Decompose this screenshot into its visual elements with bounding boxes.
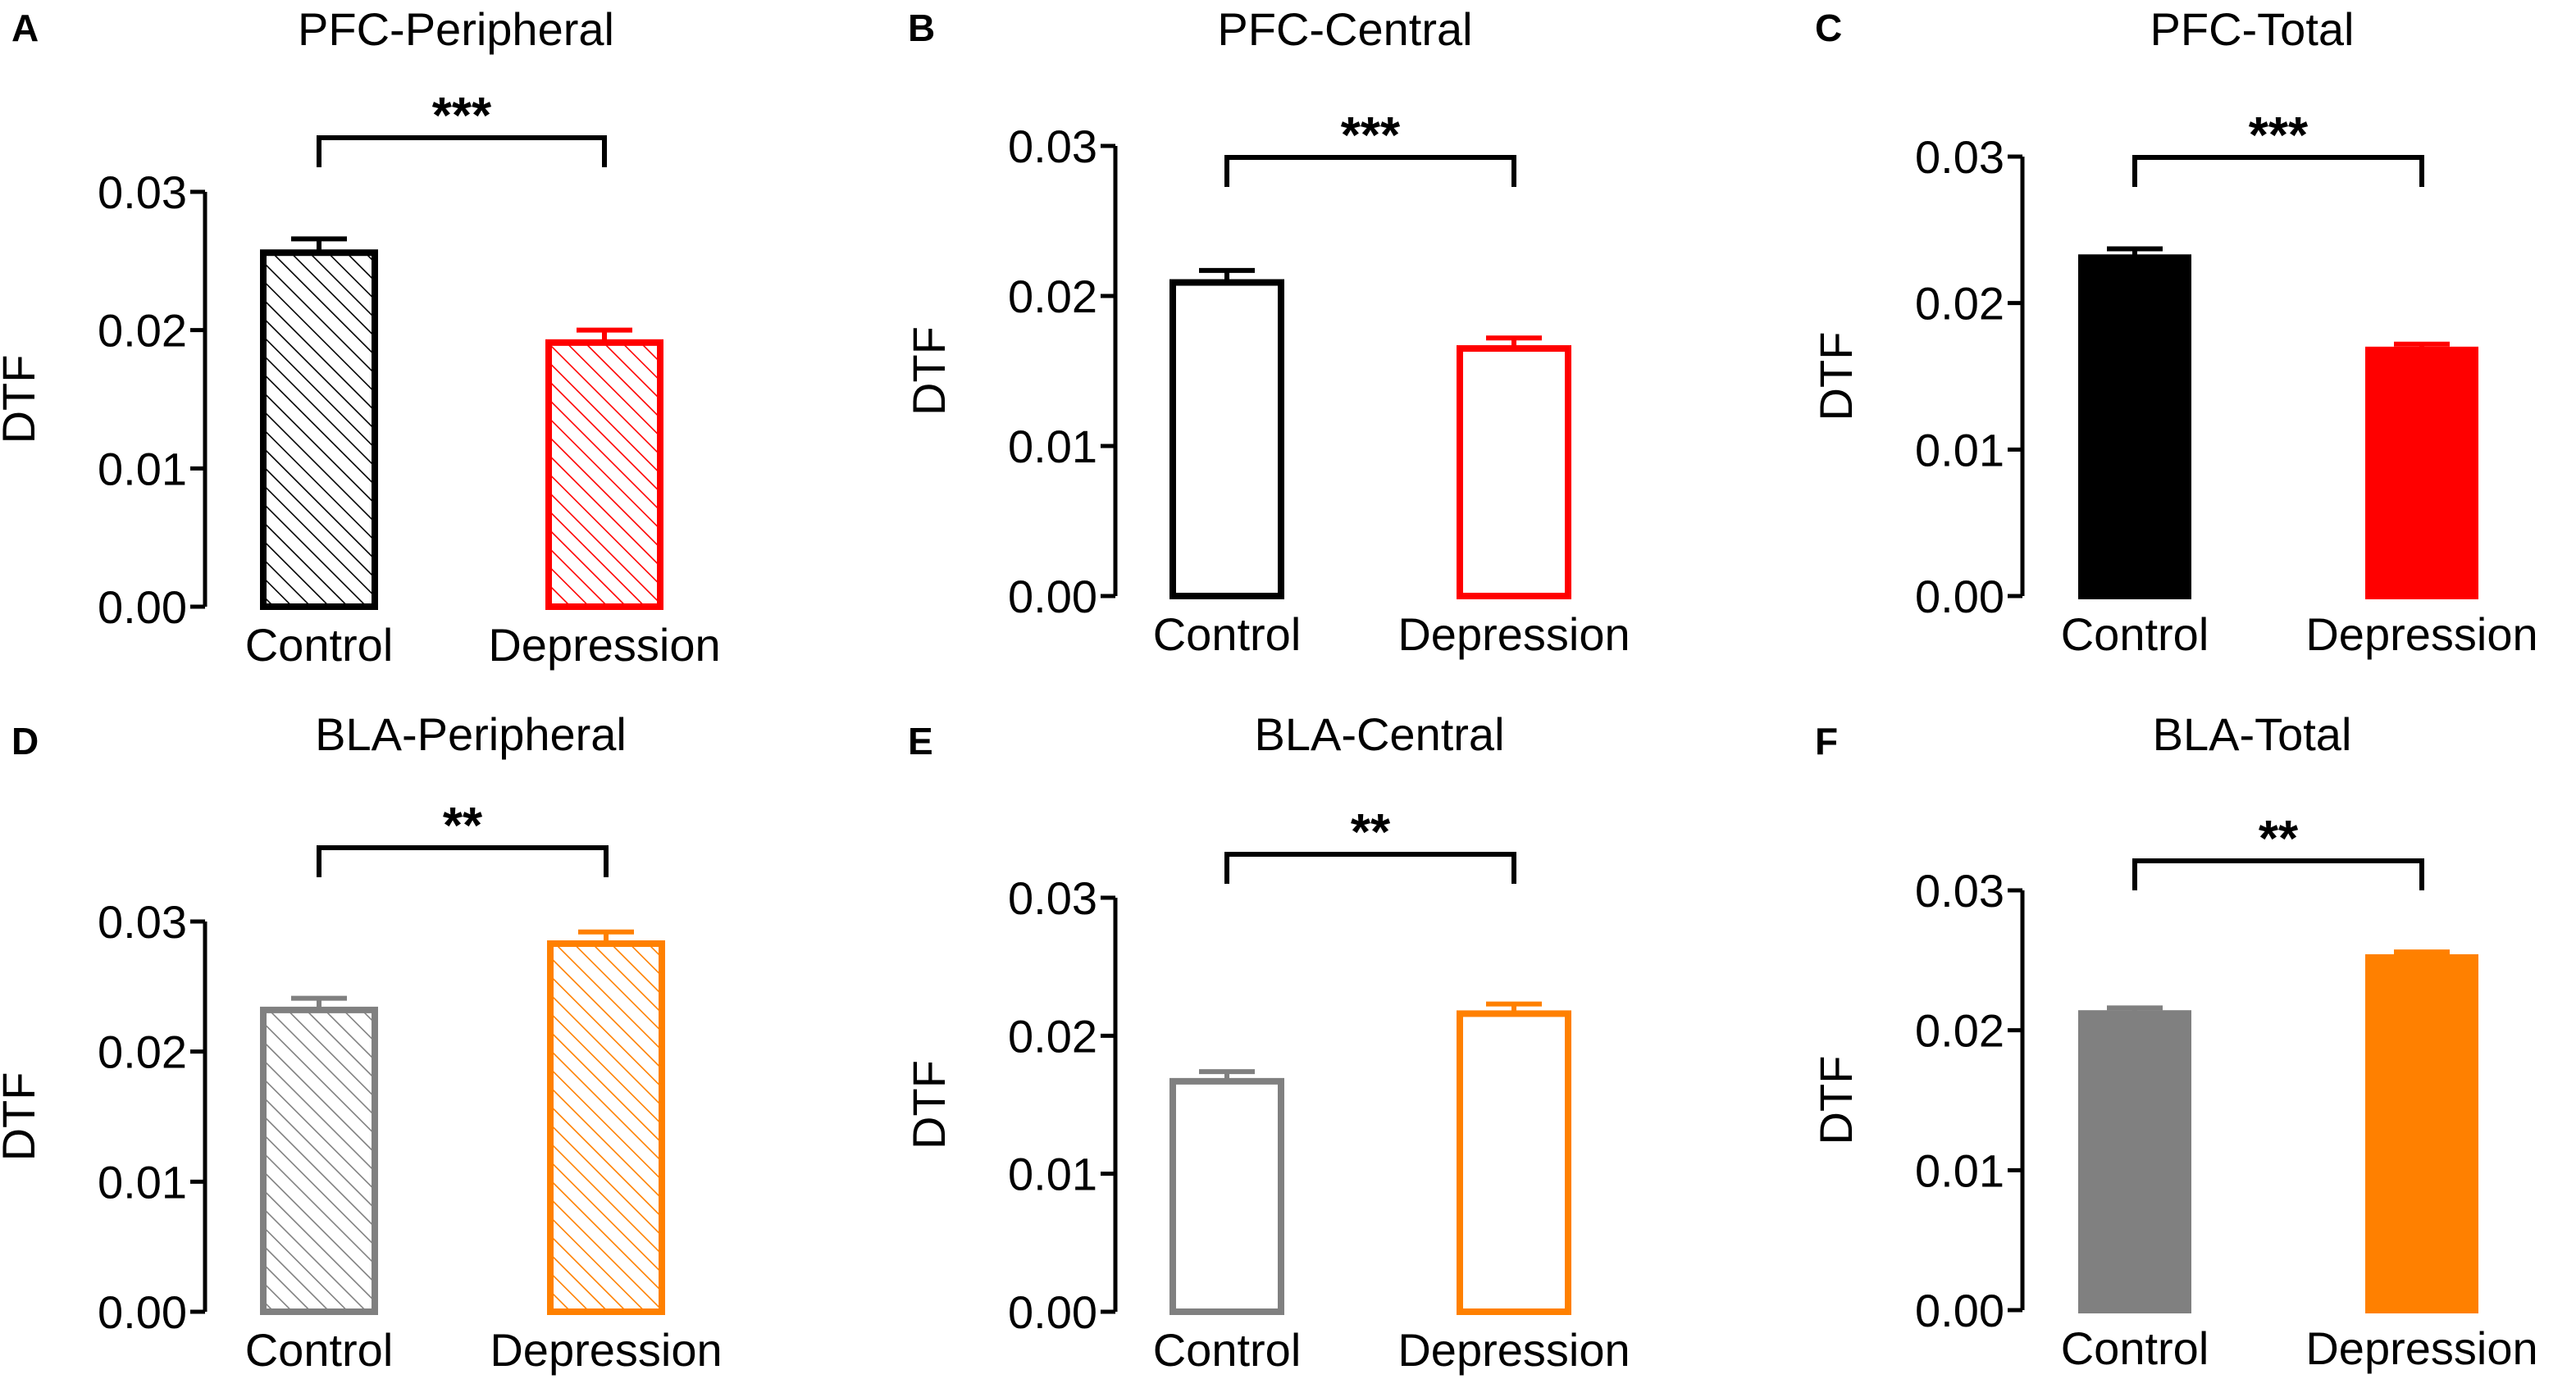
significance-stars: **	[443, 798, 483, 854]
x-tick-label: Control	[2061, 608, 2209, 660]
x-tick-label: Depression	[490, 1324, 722, 1376]
y-tick-label: 0.03	[1008, 121, 1097, 172]
x-tick-label: Control	[245, 1324, 394, 1376]
x-tick-label: Depression	[488, 619, 720, 671]
y-tick-label: 0.00	[1915, 1285, 2004, 1336]
chart-title: PFC-Total	[2150, 3, 2355, 55]
significance-stars: **	[2259, 811, 2299, 867]
y-axis-title: DTF	[0, 1072, 44, 1162]
y-tick-label: 0.02	[1008, 1010, 1097, 1062]
y-tick-label: 0.02	[1915, 278, 2004, 330]
y-tick-label: 0.02	[98, 305, 187, 357]
y-tick-label: 0.00	[1008, 571, 1097, 622]
bar-depression	[547, 940, 665, 1316]
panel-letter: B	[908, 7, 935, 49]
significance-bracket	[1224, 852, 1516, 884]
chart-title: BLA-Central	[1254, 708, 1504, 760]
x-tick-label: Depression	[1397, 1324, 1630, 1376]
panel-a: A PFC-Peripheral 0.00 0.01 0.02 0.03 DTF Contro…	[0, 3, 721, 671]
y-tick-label: 0.01	[1008, 421, 1097, 472]
chart-title: BLA-Total	[2153, 708, 2352, 760]
y-tick-label: 0.03	[1915, 131, 2004, 183]
panel-letter: E	[908, 720, 933, 762]
chart-title: PFC-Central	[1217, 3, 1472, 55]
bar-control	[260, 249, 378, 610]
significance-bracket	[2132, 155, 2424, 187]
x-tick-label: Control	[245, 619, 394, 671]
bar-control	[260, 1006, 378, 1315]
panel-letter: F	[1815, 720, 1838, 762]
y-tick-label: 0.03	[98, 896, 187, 948]
panel-letter: D	[11, 720, 39, 762]
y-tick-label: 0.01	[1915, 424, 2004, 476]
panel-e: E BLA-Central 0.00 0.01 0.02 0.03 DTF Control De…	[903, 708, 1630, 1376]
y-tick-label: 0.00	[1915, 571, 2004, 622]
bar-control	[1169, 1077, 1284, 1315]
panel-d: D BLA-Peripheral 0.00 0.01 0.02 0.03 DTF Contro…	[0, 708, 723, 1376]
panel-f: F BLA-Total 0.00 0.01 0.02 0.03 DTF Control Depr…	[1810, 708, 2538, 1374]
y-tick-label: 0.00	[98, 1286, 187, 1338]
y-tick-label: 0.02	[1008, 271, 1097, 322]
significance-bracket	[1224, 155, 1516, 187]
x-tick-label: Depression	[2305, 1322, 2537, 1374]
significance-stars: ***	[432, 88, 492, 144]
significance-bracket	[317, 845, 609, 877]
y-tick-label: 0.01	[98, 1156, 187, 1208]
y-axis-title: DTF	[1810, 332, 1862, 421]
y-tick-label: 0.03	[1008, 872, 1097, 924]
panel-letter: C	[1815, 7, 1842, 49]
y-axis-title: DTF	[903, 1060, 955, 1149]
significance-bracket	[317, 135, 607, 167]
y-tick-label: 0.03	[1915, 865, 2004, 917]
y-tick-label: 0.01	[98, 443, 187, 494]
y-tick-label: 0.00	[1008, 1286, 1097, 1338]
x-tick-label: Control	[1153, 1324, 1302, 1376]
bar-depression	[2365, 953, 2478, 1314]
y-axis-title: DTF	[0, 355, 44, 444]
panel-b: B PFC-Central 0.00 0.01 0.02 0.03 DTF Control De…	[903, 3, 1630, 660]
bar-depression	[2365, 346, 2478, 599]
chart-title: PFC-Peripheral	[298, 3, 614, 55]
x-tick-label: Control	[1153, 608, 1302, 660]
y-tick-label: 0.02	[98, 1026, 187, 1078]
y-tick-label: 0.01	[1008, 1149, 1097, 1200]
bar-control	[1169, 279, 1284, 599]
panel-c: C PFC-Total 0.00 0.01 0.02 0.03 DTF Control Depr…	[1810, 3, 2538, 660]
panel-letter: A	[11, 7, 39, 49]
x-tick-label: Control	[2061, 1322, 2209, 1374]
bar-control	[2078, 1010, 2191, 1313]
y-axis-title: DTF	[1810, 1056, 1862, 1145]
bar-control	[2078, 254, 2191, 599]
significance-stars: ***	[1341, 107, 1401, 164]
x-tick-label: Depression	[2305, 608, 2537, 660]
significance-stars: ***	[2249, 107, 2309, 164]
y-tick-label: 0.02	[1915, 1005, 2004, 1057]
y-tick-label: 0.03	[98, 166, 187, 218]
y-tick-label: 0.00	[98, 581, 187, 633]
x-tick-label: Depression	[1397, 608, 1630, 660]
significance-stars: **	[1351, 804, 1391, 861]
y-axis-title: DTF	[903, 326, 955, 416]
significance-bracket	[2132, 858, 2424, 890]
chart-title: BLA-Peripheral	[315, 708, 627, 760]
bar-depression	[545, 339, 663, 610]
bar-depression	[1457, 345, 1571, 599]
y-tick-label: 0.01	[1915, 1145, 2004, 1196]
bar-depression	[1457, 1010, 1571, 1316]
